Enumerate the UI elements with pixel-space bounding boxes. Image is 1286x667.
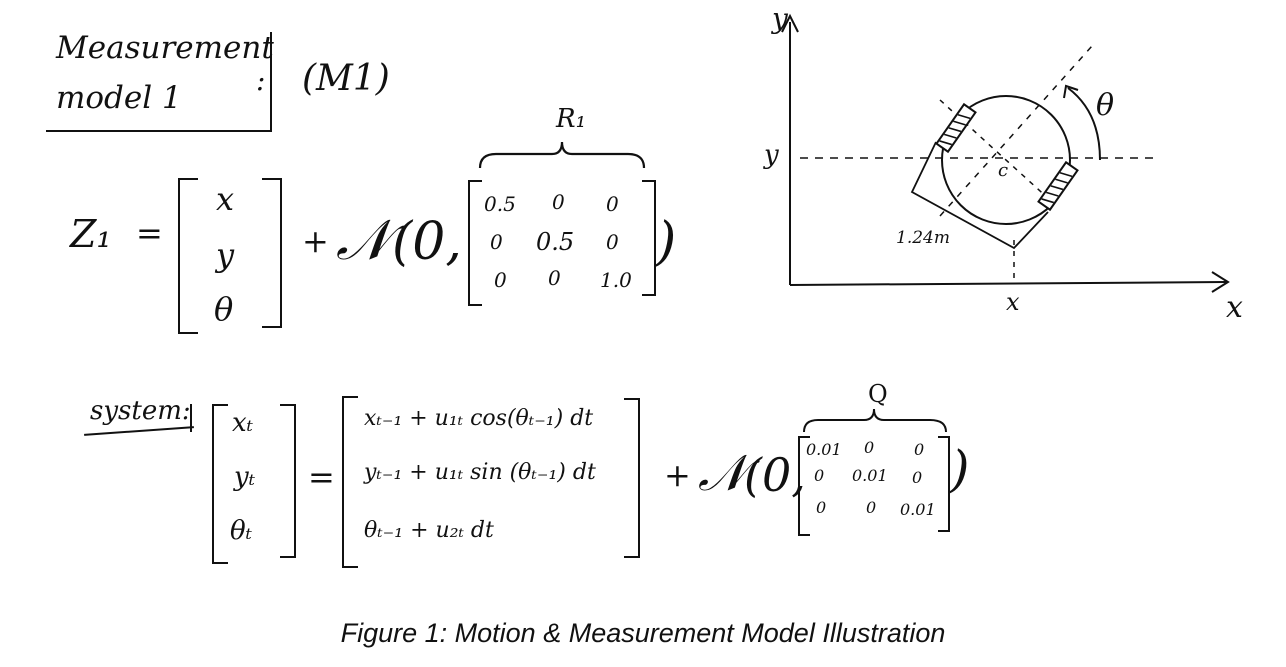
- system-label: system:: [90, 396, 191, 426]
- measurement-vector-right-bracket: [262, 178, 282, 328]
- robot-diagram: [781, 13, 1230, 293]
- system-cov-label: Q: [868, 380, 888, 408]
- q-cell-1-0: 0: [814, 466, 825, 485]
- system-lhs-left-bracket: [212, 404, 228, 564]
- q-cell-1-1: 0.01: [852, 466, 888, 485]
- r1-cell-0-0: 0.5: [484, 192, 516, 216]
- measurement-cov-brace: [478, 141, 646, 169]
- measurement-plus: +: [302, 222, 329, 260]
- width-dimension: 1.24m: [896, 228, 950, 248]
- system-lhs-y: yₜ: [234, 462, 256, 492]
- r1-cell-1-1: 0.5: [536, 228, 575, 256]
- model-tag: (M1): [302, 58, 390, 99]
- title-line1: Measurement: [56, 30, 274, 66]
- r1-cell-2-1: 0: [548, 266, 561, 290]
- system-plus: +: [664, 456, 691, 494]
- figure-caption: Figure 1: Motion & Measurement Model Ill…: [340, 618, 946, 648]
- x-tick-label: x: [1006, 288, 1020, 316]
- measurement-cov-left-bracket: [468, 180, 482, 306]
- q-cell-2-1: 0: [866, 498, 877, 517]
- system-equals: =: [308, 458, 335, 496]
- r1-cell-2-2: 1.0: [600, 268, 632, 292]
- system-cov-brace: [803, 408, 947, 433]
- system-cov-right-bracket: [938, 436, 950, 532]
- q-cell-2-2: 0.01: [900, 500, 936, 519]
- system-noise-open: (0,: [744, 448, 806, 502]
- q-cell-0-1: 0: [864, 438, 875, 457]
- title-line2: model 1: [56, 80, 182, 116]
- title-colon: :: [256, 64, 266, 97]
- measurement-equals: =: [136, 214, 163, 252]
- measurement-lhs: Z₁: [70, 212, 112, 256]
- y-tick-label: y: [764, 140, 779, 170]
- system-rhs-right-bracket: [624, 398, 640, 558]
- system-rhs-left-bracket: [342, 396, 358, 568]
- measurement-vector-theta: θ: [214, 290, 234, 328]
- system-lhs-theta: θₜ: [230, 516, 253, 546]
- system-noise-close: ): [950, 440, 970, 498]
- system-colon-bar: [190, 404, 192, 432]
- r1-cell-1-0: 0: [490, 230, 503, 254]
- measurement-normal-symbol: 𝒩: [336, 208, 390, 273]
- system-rhs-row-theta: θₜ₋₁ + u₂ₜ dt: [364, 518, 494, 543]
- center-label: c: [998, 160, 1009, 181]
- r1-cell-0-1: 0: [552, 190, 565, 214]
- q-cell-1-2: 0: [912, 468, 923, 487]
- system-normal-symbol: 𝒩: [698, 444, 746, 502]
- measurement-noise-open: (0,: [392, 212, 462, 272]
- q-cell-2-0: 0: [816, 498, 827, 517]
- title-box: [46, 32, 272, 132]
- r1-cell-1-2: 0: [606, 230, 619, 254]
- r1-cell-2-0: 0: [494, 268, 507, 292]
- system-rhs-row-y: yₜ₋₁ + u₁ₜ sin (θₜ₋₁) dt: [364, 460, 596, 485]
- system-lhs-right-bracket: [280, 404, 296, 558]
- system-underline: [84, 426, 194, 436]
- measurement-noise-close: ): [656, 212, 677, 272]
- q-cell-0-2: 0: [914, 440, 925, 459]
- q-cell-0-0: 0.01: [806, 440, 842, 459]
- measurement-vector-x: x: [216, 180, 235, 218]
- measurement-vector-y: y: [216, 236, 235, 274]
- system-cov-left-bracket: [798, 436, 810, 536]
- x-axis-label: x: [1226, 290, 1243, 325]
- system-rhs-row-x: xₜ₋₁ + u₁ₜ cos(θₜ₋₁) dt: [364, 406, 594, 431]
- measurement-cov-label: R₁: [556, 104, 586, 134]
- system-lhs-x: xₜ: [232, 408, 254, 438]
- y-axis-label: y: [772, 2, 788, 35]
- measurement-vector-left-bracket: [178, 178, 198, 334]
- theta-label: θ: [1096, 88, 1115, 123]
- r1-cell-0-2: 0: [606, 192, 619, 216]
- measurement-cov-right-bracket: [642, 180, 656, 296]
